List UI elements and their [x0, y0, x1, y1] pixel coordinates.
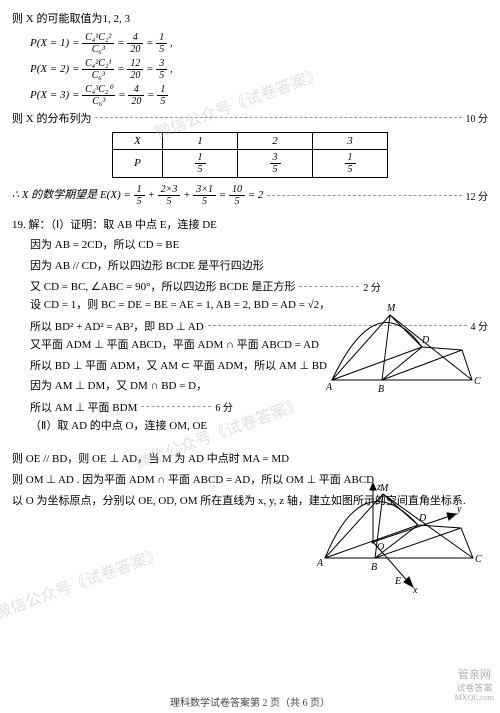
prob-2: P(X = 2) = C₄²C₂¹C₆³ = 1220 = 35 ,: [12, 58, 488, 81]
dash-line: [141, 406, 211, 407]
table-row-prob: P 15 35 15: [113, 149, 388, 177]
score-2-row: 又 CD = BC, ∠ABC = 90°，所以四边形 BCDE 是正方形 2 …: [12, 278, 488, 294]
score-6: 6 分: [215, 399, 233, 414]
score-12-row: ∴ X 的数学期望是 E(X) = 15 + 2×35 + 3×15 = 105…: [12, 184, 488, 207]
svg-text:D: D: [421, 335, 430, 346]
svg-text:E: E: [394, 576, 401, 587]
dist-label: 则 X 的分布列为: [12, 110, 91, 126]
svg-text:A: A: [325, 382, 333, 393]
diagram-1: A B C D M: [322, 300, 482, 395]
score-2: 2 分: [363, 279, 381, 294]
td-p2: 35: [238, 149, 313, 177]
score-10: 10 分: [466, 110, 489, 125]
prob-3: P(X = 3) = C₄³C₂⁰C₆³ = 420 = 15: [12, 84, 488, 107]
q19-part2: （Ⅱ）取 AD 的中点 O，连接 OM, OE: [12, 418, 488, 436]
watermark: 微信公众号《试卷答案》: [0, 541, 165, 624]
svg-text:x: x: [412, 585, 418, 596]
th-3: 3: [313, 132, 388, 149]
td-p: P: [113, 149, 163, 177]
svg-text:C: C: [475, 554, 482, 565]
expectation: ∴ X 的数学期望是 E(X) = 15 + 2×35 + 3×15 = 105…: [12, 184, 263, 207]
score-6-row: 所以 AM ⊥ 平面 BDM 6 分: [12, 399, 488, 415]
q19-l9: 所以 AM ⊥ 平面 BDM: [12, 399, 137, 415]
q19-l10: 则 OE // BD，则 OE ⊥ AD，当 M 为 AD 中点时 MA = M…: [12, 451, 488, 469]
q19-l5: 所以 BD² + AD² = AB²，即 BD ⊥ AD: [12, 318, 204, 334]
svg-text:A: A: [316, 558, 324, 569]
p2-lhs: P(X = 2) =: [30, 63, 79, 75]
q19-l2: 因为 AB // CD，所以四边形 BCDE 是平行四边形: [12, 258, 488, 276]
svg-text:y: y: [456, 504, 462, 515]
th-x: X: [113, 132, 163, 149]
score-10-row: 则 X 的分布列为 10 分: [12, 110, 488, 126]
th-1: 1: [163, 132, 238, 149]
p3-lhs: P(X = 3) =: [30, 89, 79, 101]
q19-l1: 因为 AB = 2CD，所以 CD = BE: [12, 237, 488, 255]
possible-values: 则 X 的可能取值为1, 2, 3: [12, 11, 488, 29]
score-12: 12 分: [466, 188, 489, 203]
q19-l3: 又 CD = BC, ∠ABC = 90°，所以四边形 BCDE 是正方形: [12, 278, 295, 294]
p1-lhs: P(X = 1) =: [30, 37, 79, 49]
distribution-table: X 1 2 3 P 15 35 15: [112, 132, 388, 178]
table-row-header: X 1 2 3: [113, 132, 388, 149]
page-footer: 理科数学试卷答案第 2 页（共 6 页）: [0, 694, 500, 709]
td-p3: 15: [313, 149, 388, 177]
diagram-2: A B C D M O E x y z: [313, 480, 488, 600]
dash-line: [299, 286, 359, 287]
corner-watermark: 管亲网 试卷答案 MXQE.com: [455, 669, 494, 703]
prob-1: P(X = 1) = C₄¹C₂²C₆³ = 420 = 15 ,: [12, 32, 488, 55]
svg-text:B: B: [378, 384, 384, 395]
svg-text:C: C: [474, 376, 481, 387]
svg-text:O: O: [377, 542, 384, 553]
dash-line: [267, 195, 461, 196]
svg-text:B: B: [371, 562, 377, 573]
q19-title: 19. 解：（Ⅰ）证明：取 AB 中点 E，连接 DE: [12, 217, 488, 235]
td-p1: 15: [163, 149, 238, 177]
svg-text:z: z: [376, 482, 381, 493]
svg-text:M: M: [386, 303, 396, 314]
th-2: 2: [238, 132, 313, 149]
svg-text:D: D: [418, 513, 427, 524]
dash-line: [95, 117, 461, 118]
